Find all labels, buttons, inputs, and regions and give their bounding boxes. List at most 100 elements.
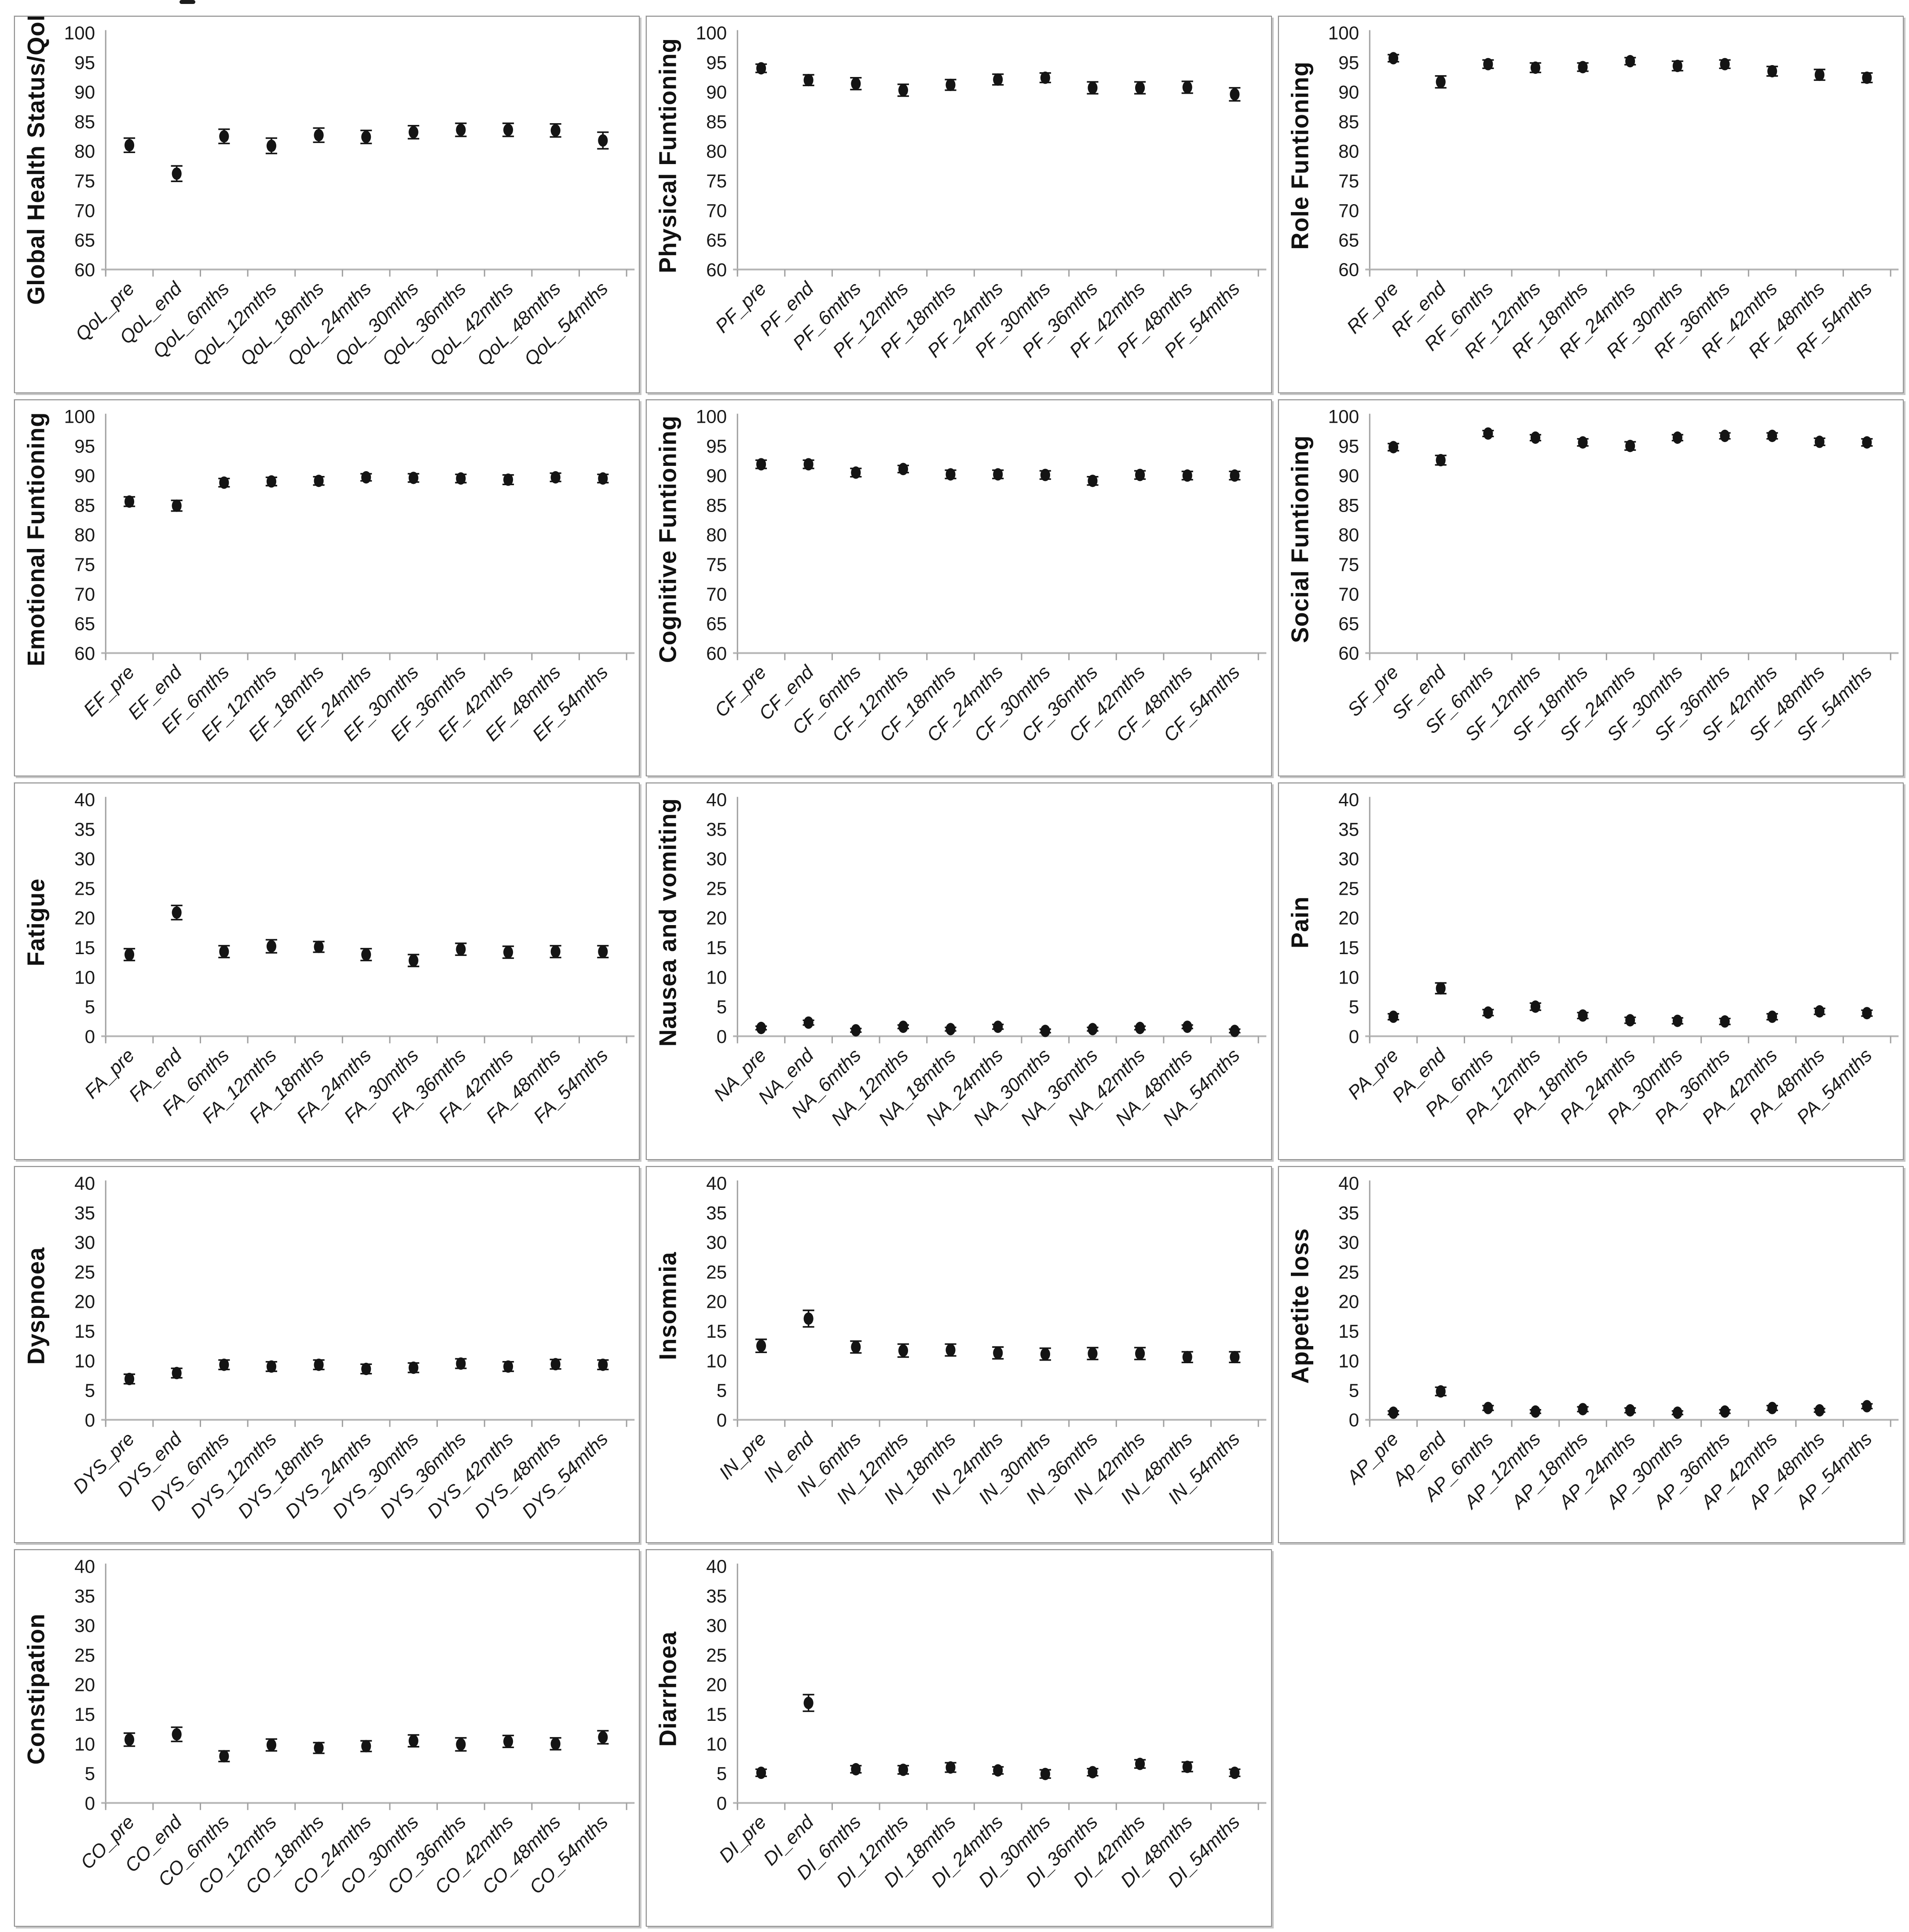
data-point xyxy=(1483,427,1493,440)
y-tick-label: 75 xyxy=(706,554,727,575)
y-tick-label: 5 xyxy=(85,997,95,1017)
data-point xyxy=(503,473,513,486)
data-point xyxy=(1530,1000,1540,1013)
data-point xyxy=(1625,439,1635,452)
y-tick-label: 35 xyxy=(74,1586,95,1606)
data-point xyxy=(219,130,229,143)
data-point xyxy=(756,1339,766,1352)
data-point xyxy=(598,472,608,485)
y-tick-label: 25 xyxy=(74,878,95,899)
data-point xyxy=(408,471,418,484)
chart-rf: 6065707580859095100RF_preRF_endRF_6mthsR… xyxy=(1286,23,1898,362)
y-tick-label: 90 xyxy=(706,465,727,486)
y-tick-label: 40 xyxy=(1338,1173,1359,1193)
data-point xyxy=(219,1750,229,1763)
y-tick-label: 25 xyxy=(706,1262,727,1282)
data-point xyxy=(456,943,466,956)
data-point xyxy=(803,74,814,87)
data-point xyxy=(1388,1406,1398,1419)
chart-ef: 6065707580859095100EF_preEF_endEF_6mthsE… xyxy=(22,406,635,745)
y-tick-label: 100 xyxy=(64,23,95,44)
y-tick-label: 20 xyxy=(74,1675,95,1695)
y-tick-label: 25 xyxy=(1338,878,1359,899)
y-tick-label: 0 xyxy=(85,1410,95,1431)
data-point xyxy=(598,134,608,147)
data-point xyxy=(1861,71,1872,84)
data-point xyxy=(851,466,861,479)
y-axis-title: Fatigue xyxy=(22,878,49,966)
y-tick-label: 65 xyxy=(74,230,95,250)
y-tick-label: 10 xyxy=(706,967,727,988)
data-point xyxy=(408,954,418,967)
data-point xyxy=(1230,1025,1240,1037)
data-point xyxy=(172,1728,182,1741)
y-tick-label: 25 xyxy=(74,1262,95,1282)
data-point xyxy=(756,1021,766,1035)
chart-panel-qol: 60 65 70 75 80 85 90 95 100 QoL_pre QoL_end QoL_6mt… xyxy=(14,16,640,393)
chart-dys: 0510152025303540DYS_preDYS_endDYS_6mthsD… xyxy=(22,1173,635,1522)
y-tick-label: 100 xyxy=(1328,406,1359,427)
data-point xyxy=(124,1372,135,1385)
data-point xyxy=(456,472,466,485)
y-tick-label: 80 xyxy=(706,141,727,162)
y-tick-label: 35 xyxy=(74,1203,95,1223)
data-point xyxy=(1672,59,1682,72)
y-tick-label: 90 xyxy=(706,82,727,102)
y-tick-label: 75 xyxy=(74,171,95,191)
data-point xyxy=(172,906,182,919)
y-tick-label: 65 xyxy=(706,230,727,250)
data-point xyxy=(1135,468,1145,481)
data-point xyxy=(1230,469,1240,482)
x-tick-label: DI_pre xyxy=(715,1811,771,1867)
data-point xyxy=(945,468,956,481)
data-point xyxy=(1720,1405,1730,1418)
y-tick-label: 60 xyxy=(706,260,727,280)
chart-sf: 6065707580859095100SF_preSF_endSF_6mthsS… xyxy=(1286,406,1898,745)
data-point xyxy=(219,945,229,958)
data-point xyxy=(1436,1385,1446,1398)
y-tick-label: 35 xyxy=(1338,1203,1359,1223)
data-point xyxy=(1230,1350,1240,1363)
data-point xyxy=(456,1357,466,1370)
data-point xyxy=(1625,55,1635,68)
data-point xyxy=(1625,1014,1635,1027)
y-tick-label: 70 xyxy=(706,200,727,221)
chart-co: 0510152025303540CO_preCO_endCO_6mthsCO_1… xyxy=(22,1556,635,1899)
y-tick-label: 80 xyxy=(706,524,727,545)
y-tick-label: 10 xyxy=(1338,967,1359,988)
y-axis-title: Emotional Funtioning xyxy=(22,412,49,666)
data-point xyxy=(993,1021,1003,1033)
y-tick-label: 10 xyxy=(74,1734,95,1755)
data-point xyxy=(1578,61,1588,73)
y-tick-label: 20 xyxy=(1338,908,1359,929)
data-point xyxy=(803,1312,814,1325)
data-point xyxy=(993,1347,1003,1359)
data-point xyxy=(1088,81,1098,94)
data-point xyxy=(993,1764,1003,1777)
data-point xyxy=(1767,1010,1777,1023)
y-tick-label: 40 xyxy=(706,1173,727,1193)
data-point xyxy=(1088,1347,1098,1360)
y-tick-label: 65 xyxy=(1338,230,1359,250)
data-point xyxy=(1135,1347,1145,1360)
y-tick-label: 70 xyxy=(706,584,727,604)
data-point xyxy=(945,78,956,91)
chart-cf: 6065707580859095100CF_preCF_endCF_6mthsC… xyxy=(655,406,1267,746)
data-point xyxy=(550,124,561,137)
y-tick-label: 60 xyxy=(706,643,727,663)
data-point xyxy=(1814,1005,1825,1018)
y-tick-label: 0 xyxy=(1348,1410,1359,1431)
data-point xyxy=(993,73,1003,86)
data-point xyxy=(851,1024,861,1037)
data-point xyxy=(314,474,324,487)
y-tick-label: 10 xyxy=(74,1350,95,1371)
chart-pf: 6065707580859095100PF_prePF_endPF_6mthsP… xyxy=(655,23,1267,362)
data-point xyxy=(1720,429,1730,442)
chart-panel-fa: 0 5 10 15 20 25 30 35 40 FA_pre FA_end FA_6mths FA_1… xyxy=(14,783,640,1160)
y-tick-label: 15 xyxy=(1338,1321,1359,1342)
y-tick-label: 20 xyxy=(706,908,727,929)
y-tick-label: 0 xyxy=(85,1026,95,1047)
data-point xyxy=(124,139,135,152)
y-axis-title: Cognitive Funtioning xyxy=(655,415,682,663)
data-point xyxy=(851,77,861,90)
